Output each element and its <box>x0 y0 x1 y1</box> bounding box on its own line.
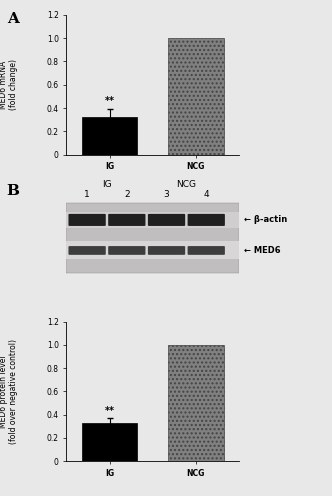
FancyBboxPatch shape <box>148 214 185 226</box>
Bar <box>82 423 137 461</box>
FancyBboxPatch shape <box>188 214 225 226</box>
FancyBboxPatch shape <box>108 246 145 255</box>
Bar <box>66 241 239 259</box>
FancyBboxPatch shape <box>68 246 106 255</box>
Text: A: A <box>7 12 19 26</box>
Bar <box>168 345 224 461</box>
Text: 2: 2 <box>124 190 129 199</box>
Bar <box>66 203 239 273</box>
FancyBboxPatch shape <box>188 246 225 255</box>
FancyBboxPatch shape <box>68 214 106 226</box>
Bar <box>82 118 137 155</box>
Text: IG: IG <box>102 180 112 188</box>
FancyBboxPatch shape <box>148 246 185 255</box>
Text: ← MED6: ← MED6 <box>244 246 281 255</box>
Text: NCG: NCG <box>176 180 197 188</box>
Text: B: B <box>7 184 20 197</box>
Bar <box>66 212 239 228</box>
Text: **: ** <box>105 96 115 106</box>
Text: 4: 4 <box>204 190 209 199</box>
Y-axis label: MED6 mRNA
(fold change): MED6 mRNA (fold change) <box>0 59 18 110</box>
Text: ← β-actin: ← β-actin <box>244 215 288 224</box>
Text: 1: 1 <box>84 190 90 199</box>
Y-axis label: MED6 protein level
(fold over negative control): MED6 protein level (fold over negative c… <box>0 339 18 444</box>
Text: 3: 3 <box>164 190 169 199</box>
Text: **: ** <box>105 406 115 416</box>
FancyBboxPatch shape <box>108 214 145 226</box>
Bar <box>168 38 224 155</box>
